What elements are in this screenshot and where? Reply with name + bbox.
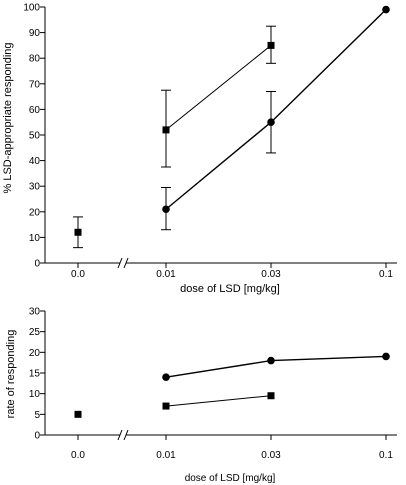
bottom-series-line-square — [165, 395, 272, 407]
top-x-tick-label: 0.01 — [156, 269, 176, 280]
bottom-axis-break-mark — [123, 429, 129, 441]
top-y-tick-label: 10 — [29, 233, 41, 244]
top-y-tick-label: 90 — [29, 28, 41, 39]
bottom-y-tick-label: 15 — [29, 369, 41, 380]
top-x-tick-label: 0.03 — [261, 269, 281, 280]
top-circle-marker — [162, 205, 170, 214]
bottom-chart-marks — [74, 352, 390, 418]
top-y-tick-label: 30 — [29, 182, 41, 193]
bottom-x-tick-label: 0.0 — [71, 450, 85, 461]
top-chart-y-axis-title: % LSD-appropriate responding — [2, 42, 14, 193]
bottom-x-tick-label: 0.1 — [379, 450, 393, 461]
bottom-y-tick-label: 0 — [34, 431, 40, 442]
bottom-x-tick-label: 0.01 — [156, 450, 176, 461]
top-chart-x-axis-title: dose of LSD [mg/kg] — [180, 283, 280, 295]
top-square-marker — [267, 41, 275, 49]
bottom-square-marker — [74, 410, 82, 418]
top-y-tick-label: 70 — [29, 79, 41, 90]
top-x-tick-label: 0.1 — [379, 269, 393, 280]
top-series-line-circle — [165, 9, 387, 210]
top-y-tick-label: 60 — [29, 105, 41, 116]
bottom-square-marker — [162, 402, 170, 410]
top-y-tick-label: 50 — [29, 131, 41, 142]
top-chart-axes: 0 10 20 30 40 50 60 70 80 90 100 0.0 0.01 0.03 0.1 — [23, 3, 397, 280]
bottom-circle-marker — [267, 356, 275, 365]
top-series-line-square — [165, 45, 272, 131]
top-circle-marker — [382, 5, 390, 14]
bottom-square-marker — [267, 392, 275, 400]
top-chart-marks — [73, 5, 390, 249]
bottom-axis-break-mark — [117, 429, 123, 441]
top-y-tick-label: 100 — [23, 3, 40, 14]
bottom-y-tick-label: 10 — [29, 389, 41, 400]
top-y-tick-label: 20 — [29, 207, 41, 218]
top-square-marker — [162, 126, 170, 134]
top-x-tick-label: 0.0 — [71, 269, 85, 280]
bottom-x-tick-label: 0.03 — [261, 450, 281, 461]
bottom-y-tick-label: 20 — [29, 348, 41, 359]
top-square-marker — [74, 228, 82, 236]
top-y-tick-label: 40 — [29, 156, 41, 167]
top-axis-break-mark — [123, 257, 129, 269]
top-y-tick-label: 0 — [34, 259, 40, 270]
bottom-y-tick-label: 5 — [34, 410, 40, 421]
bottom-circle-marker — [162, 373, 170, 381]
bottom-y-tick-label: 30 — [29, 307, 41, 318]
bottom-chart-y-axis-title: rate of responding — [5, 330, 17, 419]
top-circle-marker — [267, 118, 275, 126]
bottom-y-tick-label: 25 — [29, 327, 41, 338]
top-y-tick-label: 80 — [29, 54, 41, 65]
top-axis-break-mark — [117, 257, 123, 269]
responding-percentage-chart: 0 10 20 30 40 50 60 70 80 90 100 0.0 0.01 0.03 0.1 dos… — [2, 3, 397, 295]
bottom-series-line-circle — [165, 355, 387, 378]
bottom-circle-marker — [382, 352, 390, 361]
rate-of-responding-chart: 0 5 10 15 20 25 30 0.0 0.01 0.03 0.1 dose of LSD [… — [5, 307, 397, 484]
bottom-chart-axes: 0 5 10 15 20 25 30 0.0 0.01 0.03 0.1 — [29, 307, 397, 461]
bottom-chart-x-axis-title: dose of LSD [mg/kg] — [185, 473, 276, 484]
